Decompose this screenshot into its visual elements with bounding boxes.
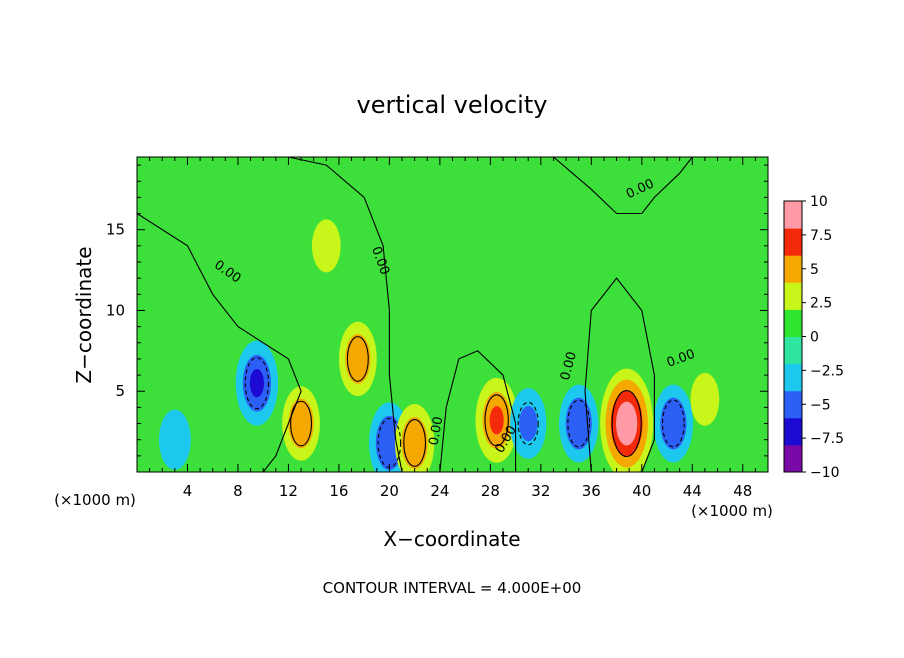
x-tick-label-40: 40 <box>632 482 651 500</box>
colorbar-tick-label-5: −2.5 <box>810 363 844 379</box>
velocity-cell-5-2 <box>408 429 422 456</box>
contour-interval-note: CONTOUR INTERVAL = 4.000E+00 <box>323 579 582 597</box>
y-tick-label-15: 15 <box>106 221 125 239</box>
zero-contour-0 <box>137 213 302 472</box>
velocity-cell-6-2 <box>489 406 504 435</box>
velocity-cell-10-2 <box>666 410 680 437</box>
contour-label-4: 0.00 <box>427 415 447 446</box>
plot-area <box>137 157 768 472</box>
y-tick-label-10: 10 <box>106 301 125 319</box>
x-unit-left: (×1000 m) <box>54 491 136 509</box>
x-tick-label-12: 12 <box>279 482 298 500</box>
y-tick-label-5: 5 <box>115 382 125 400</box>
x-tick-label-36: 36 <box>582 482 601 500</box>
x-tick-label-32: 32 <box>531 482 550 500</box>
colorbar-swatch-1 <box>784 417 802 446</box>
contour-cell-1 <box>290 400 313 447</box>
chart-title: vertical velocity <box>357 91 548 119</box>
x-axis-label: X−coordinate <box>383 527 520 551</box>
x-tick-label-24: 24 <box>430 482 449 500</box>
x-tick-label-28: 28 <box>481 482 500 500</box>
colorbar-swatch-6 <box>784 282 802 310</box>
colorbar-swatch-3 <box>784 363 802 392</box>
contour-cell-5 <box>403 419 427 467</box>
colorbar-tick-label-4: 0 <box>810 330 819 346</box>
zero-contour-4 <box>439 350 517 472</box>
colorbar-tick-label-2: 5 <box>810 262 819 278</box>
contour-cell-0 <box>244 357 270 410</box>
colorbar-swatch-2 <box>784 390 802 419</box>
velocity-cell-3-0 <box>311 219 341 273</box>
contour-cell-2 <box>346 336 369 382</box>
x-tick-label-44: 44 <box>683 482 702 500</box>
contour-cell-6 <box>484 394 509 447</box>
zero-contour-1 <box>288 157 403 472</box>
zero-contour-2 <box>553 157 693 215</box>
velocity-cell-4-2 <box>382 429 397 457</box>
velocity-cell-2-2 <box>351 346 365 372</box>
colorbar-tick-label-1: 7.5 <box>810 228 832 244</box>
velocity-cell-7-1 <box>519 405 538 442</box>
x-tick-label-16: 16 <box>329 482 348 500</box>
velocity-cell-0-2 <box>249 368 264 398</box>
colorbar-swatch-7 <box>784 255 802 283</box>
field-cells <box>158 219 720 472</box>
contour-cell-9 <box>611 390 642 458</box>
colorbar-tick-label-8: −10 <box>810 465 840 481</box>
colorbar-tick-label-3: 2.5 <box>810 296 832 312</box>
x-tick-label-48: 48 <box>733 482 752 500</box>
contour-cell-7 <box>517 401 539 446</box>
colorbar-swatch-5 <box>784 309 802 337</box>
colorbar-swatch-9 <box>784 201 802 229</box>
x-tick-label-8: 8 <box>233 482 243 500</box>
contour-label-3: 0.00 <box>558 350 580 382</box>
colorbar-swatch-4 <box>784 336 802 365</box>
colorbar-tick-label-6: −5 <box>810 397 831 413</box>
x-tick-label-4: 4 <box>183 482 193 500</box>
velocity-cell-1-2 <box>294 411 308 436</box>
velocity-cell-8-2 <box>572 410 586 437</box>
velocity-cell-9-4 <box>621 412 632 435</box>
contour-cell-10 <box>661 399 685 448</box>
y-axis-label: Z−coordinate <box>72 246 96 383</box>
zero-contour-3 <box>584 277 655 472</box>
x-tick-label-20: 20 <box>380 482 399 500</box>
colorbar: 10 7.5 5 2.5 0 −2.5 −5 −7.5 −10 <box>783 194 844 481</box>
colorbar-swatch-8 <box>784 228 802 256</box>
velocity-cell-11-1 <box>166 424 183 455</box>
colorbar-tick-label-7: −7.5 <box>810 431 844 447</box>
velocity-cell-12-0 <box>690 372 720 426</box>
contour-cell-8 <box>567 399 591 448</box>
colorbar-swatch-0 <box>784 444 802 473</box>
x-unit-right: (×1000 m) <box>691 502 773 520</box>
colorbar-tick-label-0: 10 <box>810 194 828 210</box>
